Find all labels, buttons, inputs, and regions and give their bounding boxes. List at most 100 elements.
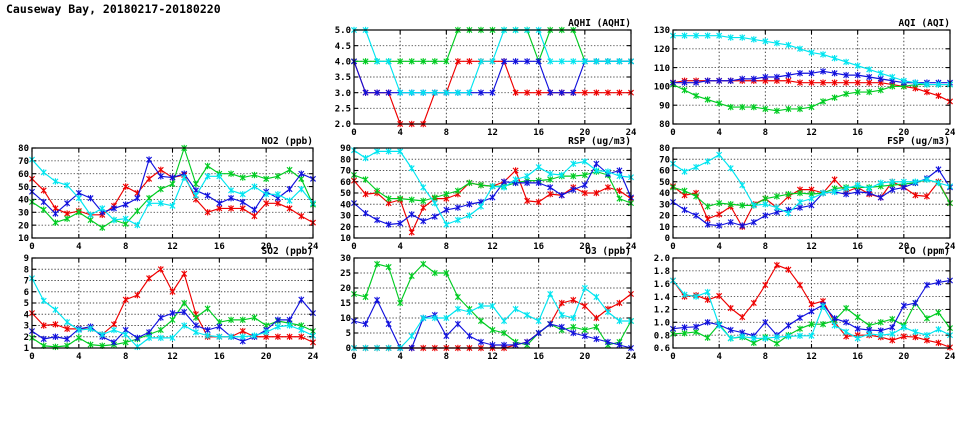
y-tick-label: 1.4: [654, 293, 671, 303]
x-tick-label: 16: [533, 242, 544, 252]
y-tick-label: 6: [24, 288, 29, 298]
chart-panel-o3: O3 (ppb) 0 5 10 15 20 25 30 0 4 8 12 16 20 24: [340, 244, 637, 362]
x-tick-label: 16: [214, 352, 225, 362]
y-tick-label: 3.0: [335, 89, 351, 99]
y-tick-label: 9: [24, 254, 29, 264]
y-tick-label: 2.5: [335, 105, 351, 115]
y-tick-label: 120: [654, 45, 670, 55]
y-tick-label: 50: [659, 178, 670, 188]
y-tick-label: 40: [340, 200, 351, 210]
series-no2-cyan: [28, 156, 317, 229]
x-tick-label: 8: [444, 128, 449, 138]
y-tick-label: 0.8: [654, 331, 670, 341]
x-tick-label: 12: [167, 352, 178, 362]
x-tick-label: 4: [716, 352, 722, 362]
y-tick-label: 10: [340, 314, 351, 324]
x-tick-label: 12: [487, 128, 498, 138]
y-tick-label: 7: [24, 277, 29, 287]
x-tick-label: 4: [397, 128, 403, 138]
y-tick-label: 2.0: [335, 120, 351, 130]
chart-title-aqhi: AQHI (AQHI): [568, 18, 631, 29]
y-tick-label: 30: [659, 200, 670, 210]
y-tick-label: 110: [654, 64, 670, 74]
x-tick-label: 8: [444, 242, 449, 252]
x-tick-label: 20: [898, 352, 909, 362]
chart-title-co: CO (ppm): [904, 246, 950, 257]
x-tick-label: 12: [806, 242, 817, 252]
y-tick-label: 60: [340, 178, 351, 188]
y-tick-label: 60: [18, 170, 29, 180]
x-tick-label: 8: [763, 352, 768, 362]
y-tick-label: 90: [659, 101, 670, 111]
x-tick-label: 4: [716, 242, 722, 252]
y-tick-label: 15: [340, 299, 351, 309]
x-tick-label: 24: [626, 128, 637, 138]
x-tick-label: 20: [898, 128, 909, 138]
x-tick-label: 0: [29, 242, 34, 252]
y-tick-label: 1.8: [654, 267, 670, 277]
x-tick-label: 0: [670, 128, 675, 138]
x-tick-label: 24: [626, 242, 637, 252]
chart-panel-aqi: AQI (AQI) 80 90 100 110 120 130 0 4 8 12 16 20 24: [654, 16, 956, 138]
x-tick-label: 8: [763, 128, 768, 138]
y-tick-label: 8: [24, 265, 29, 275]
x-tick-label: 0: [351, 352, 356, 362]
y-tick-label: 0: [665, 234, 670, 244]
x-tick-label: 8: [444, 352, 449, 362]
x-tick-label: 8: [123, 242, 128, 252]
x-tick-label: 24: [945, 352, 956, 362]
x-tick-label: 12: [167, 242, 178, 252]
chart-title-fsp: FSP (ug/m3): [887, 136, 950, 147]
x-tick-label: 0: [351, 128, 356, 138]
chart-title-no2: NO2 (ppb): [262, 136, 313, 147]
chart-panel-so2: SO2 (ppb) 1 2 3 4 5 6 7 8 9 0 4 8 12 16 20 24: [24, 244, 319, 362]
y-tick-label: 10: [340, 234, 351, 244]
y-tick-label: 100: [654, 83, 670, 93]
chart-title-o3: O3 (ppb): [585, 246, 631, 257]
y-tick-label: 5.0: [335, 26, 351, 36]
series-no2-green: [28, 144, 317, 231]
chart-title-so2: SO2 (ppb): [262, 246, 313, 257]
y-tick-label: 130: [654, 26, 670, 36]
x-tick-label: 20: [261, 242, 272, 252]
y-tick-label: 25: [340, 269, 351, 279]
x-tick-label: 24: [308, 352, 319, 362]
y-tick-label: 2.0: [654, 254, 670, 264]
x-tick-label: 20: [579, 352, 590, 362]
y-tick-label: 40: [18, 196, 29, 206]
x-tick-label: 20: [579, 128, 590, 138]
y-tick-label: 4: [24, 310, 30, 320]
series-so2-cyan: [28, 275, 317, 351]
y-tick-label: 30: [340, 254, 351, 264]
x-tick-label: 8: [123, 352, 128, 362]
y-tick-label: 10: [18, 234, 29, 244]
x-tick-label: 16: [852, 352, 863, 362]
chart-panel-co: CO (ppm) 0.6 0.8 1.0 1.2 1.4 1.6 1.8 2.0 0 4 8 12 16 2…: [654, 244, 956, 362]
y-tick-label: 20: [340, 284, 351, 294]
y-tick-label: 2: [24, 333, 29, 343]
x-tick-label: 0: [670, 352, 675, 362]
x-tick-label: 12: [487, 352, 498, 362]
y-tick-label: 70: [659, 155, 670, 165]
y-tick-label: 40: [659, 189, 670, 199]
y-tick-label: 80: [659, 144, 670, 154]
x-tick-label: 20: [261, 352, 272, 362]
y-tick-label: 20: [340, 223, 351, 233]
y-tick-label: 50: [18, 183, 29, 193]
x-tick-label: 16: [533, 352, 544, 362]
x-tick-label: 12: [487, 242, 498, 252]
x-tick-label: 24: [945, 242, 956, 252]
chart-title-rsp: RSP (ug/m3): [568, 136, 631, 147]
chart-title-aqi: AQI (AQI): [899, 18, 950, 29]
y-tick-label: 80: [340, 155, 351, 165]
y-tick-label: 80: [18, 144, 29, 154]
y-tick-label: 30: [340, 212, 351, 222]
y-tick-label: 60: [659, 167, 670, 177]
y-tick-label: 4.0: [335, 58, 351, 68]
x-tick-label: 4: [397, 242, 403, 252]
x-tick-label: 16: [214, 242, 225, 252]
y-tick-label: 30: [18, 208, 29, 218]
y-tick-label: 1.2: [654, 306, 670, 316]
x-tick-label: 16: [852, 242, 863, 252]
x-tick-label: 0: [351, 242, 356, 252]
